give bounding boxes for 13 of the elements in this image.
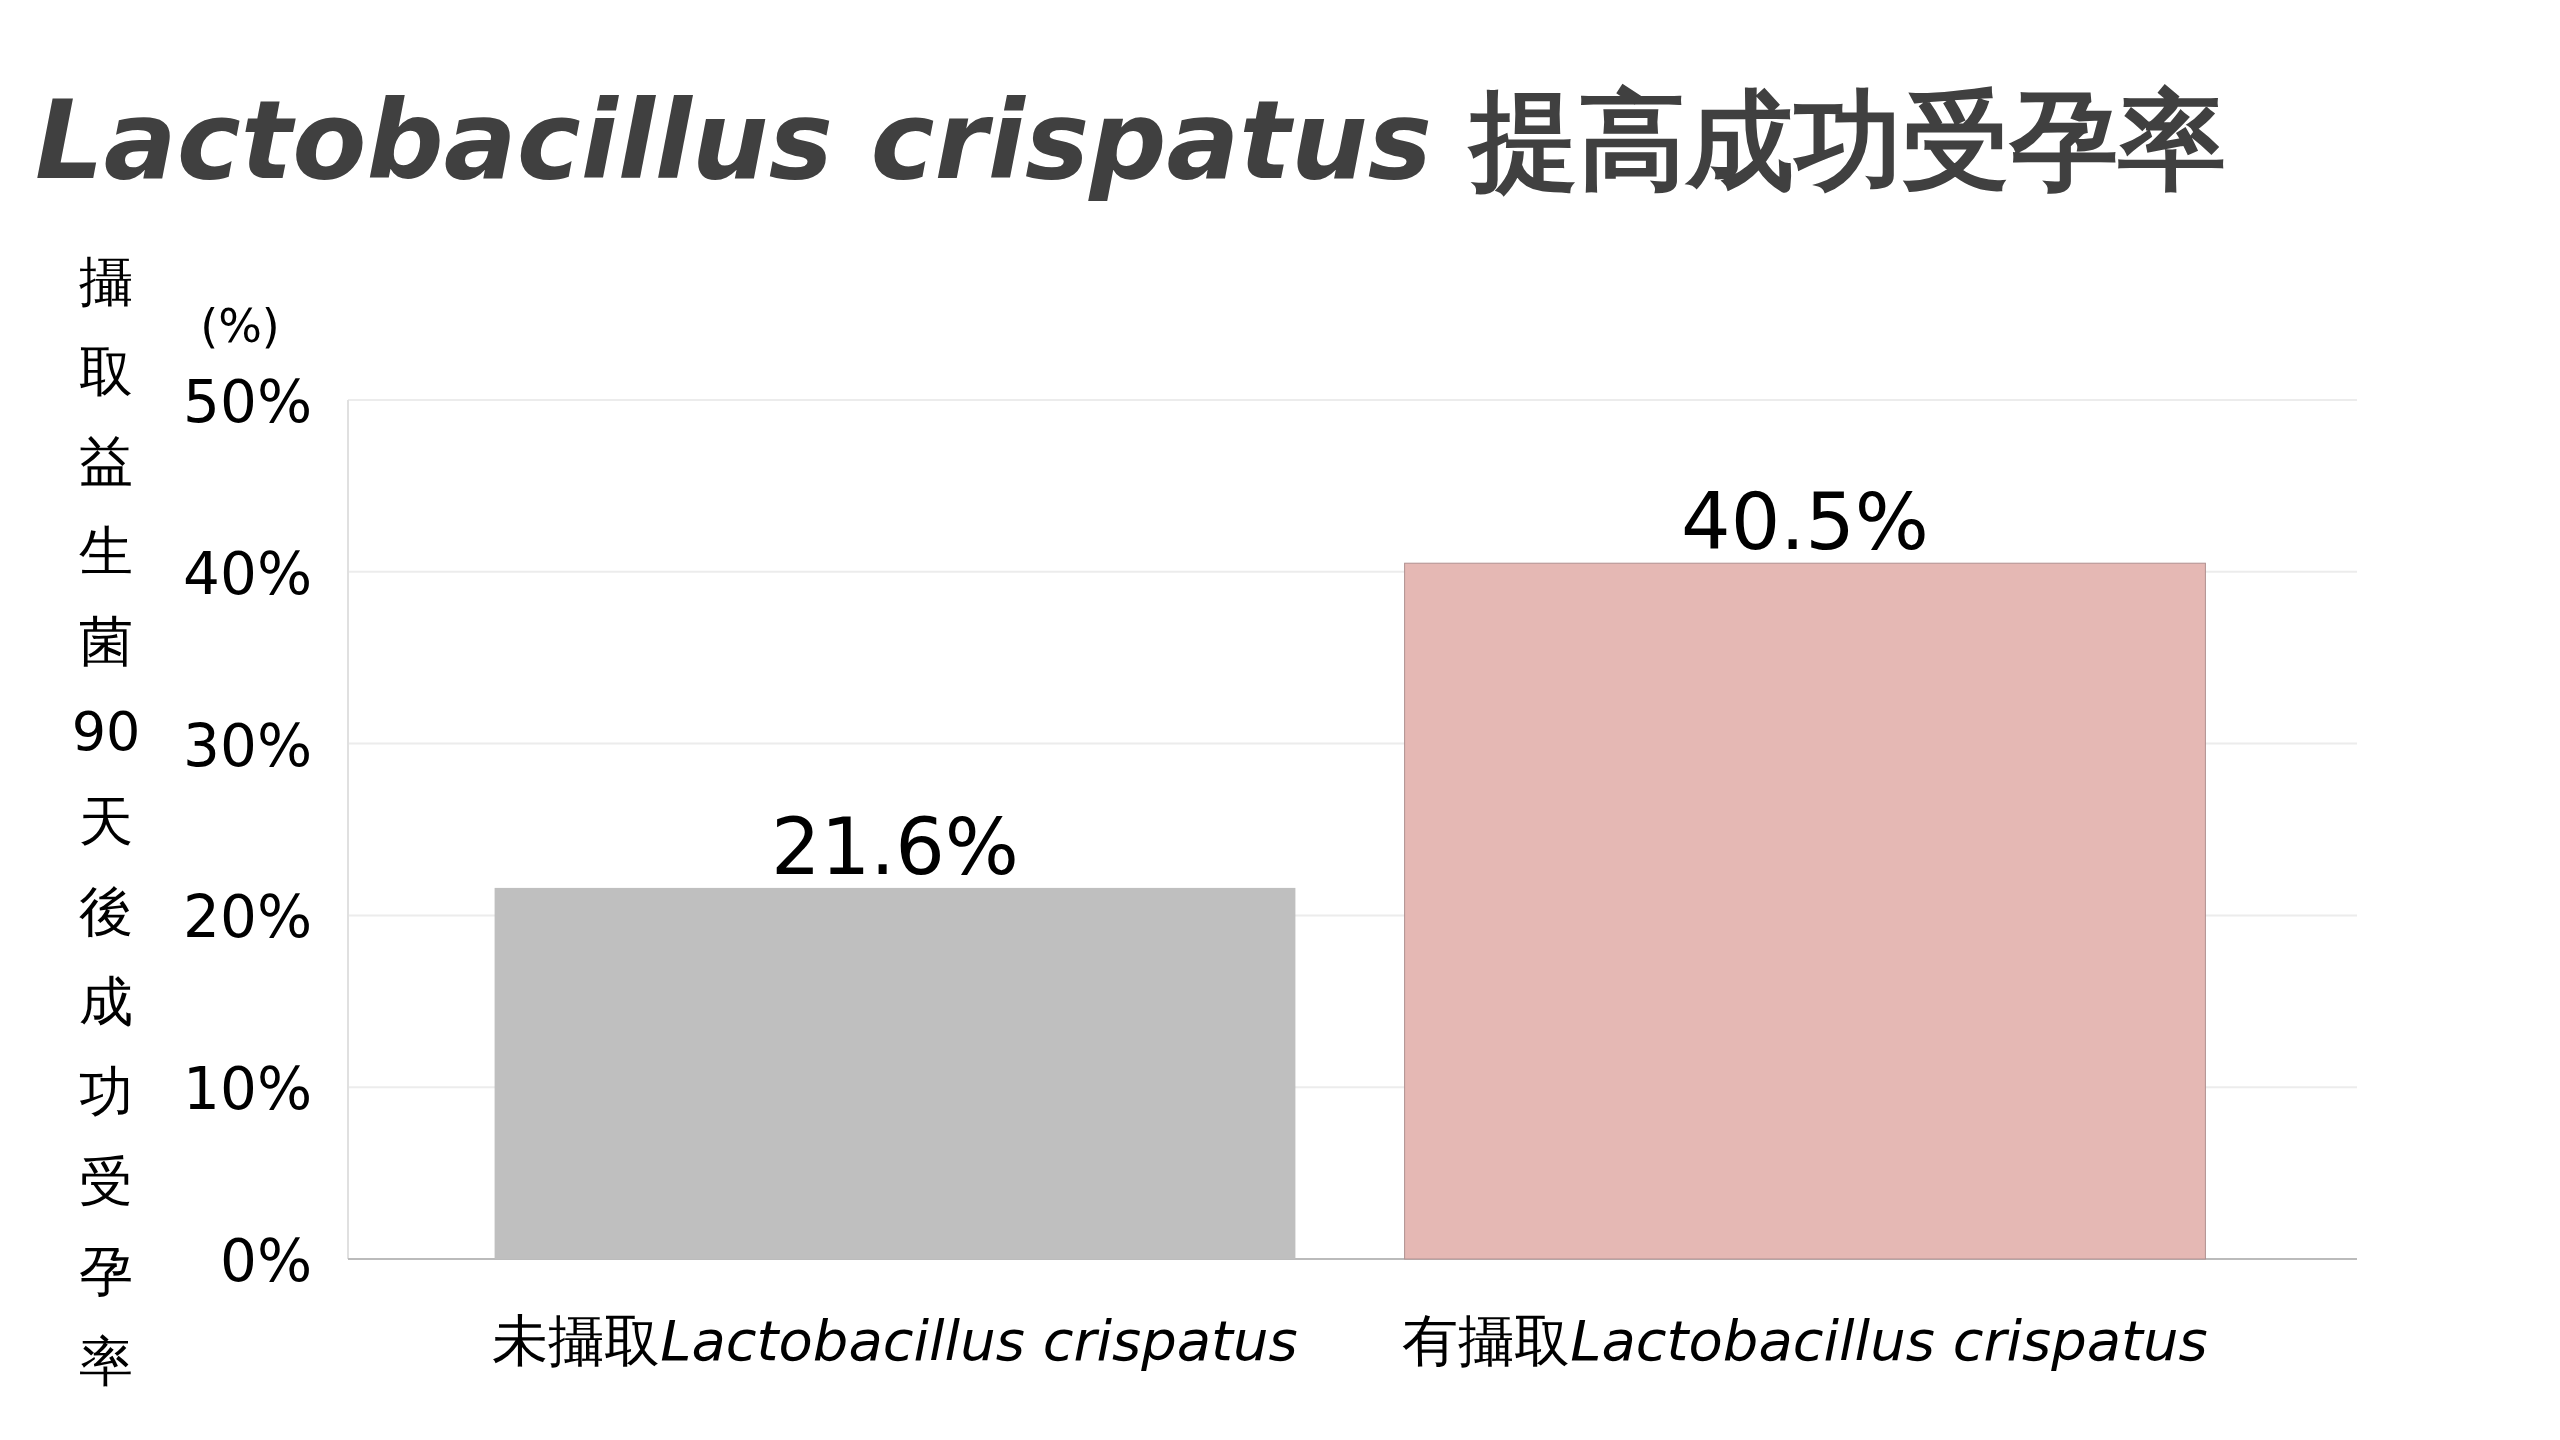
data-label: 21.6% [771, 801, 1019, 892]
x-tick-label: 未攝取Lactobacillus crispatus [492, 1308, 1298, 1373]
data-label: 40.5% [1681, 477, 1929, 568]
y-tick-label: 20% [183, 883, 312, 952]
text: (%) [200, 299, 280, 353]
text: 攝取益生菌90天後成功受孕率 [71, 250, 141, 1393]
y-tick-label: 40% [183, 539, 312, 608]
chart-title: Lactobacillus crispatus 提高成功受孕率 [35, 78, 2226, 203]
x-tick-label: 有攝取Lactobacillus crispatus [1402, 1308, 2208, 1373]
y-tick-label: 0% [219, 1227, 312, 1295]
y-tick-label: 50% [183, 368, 312, 436]
y-tick-label: 10% [183, 1055, 312, 1124]
y-tick-label: 30% [183, 711, 312, 780]
